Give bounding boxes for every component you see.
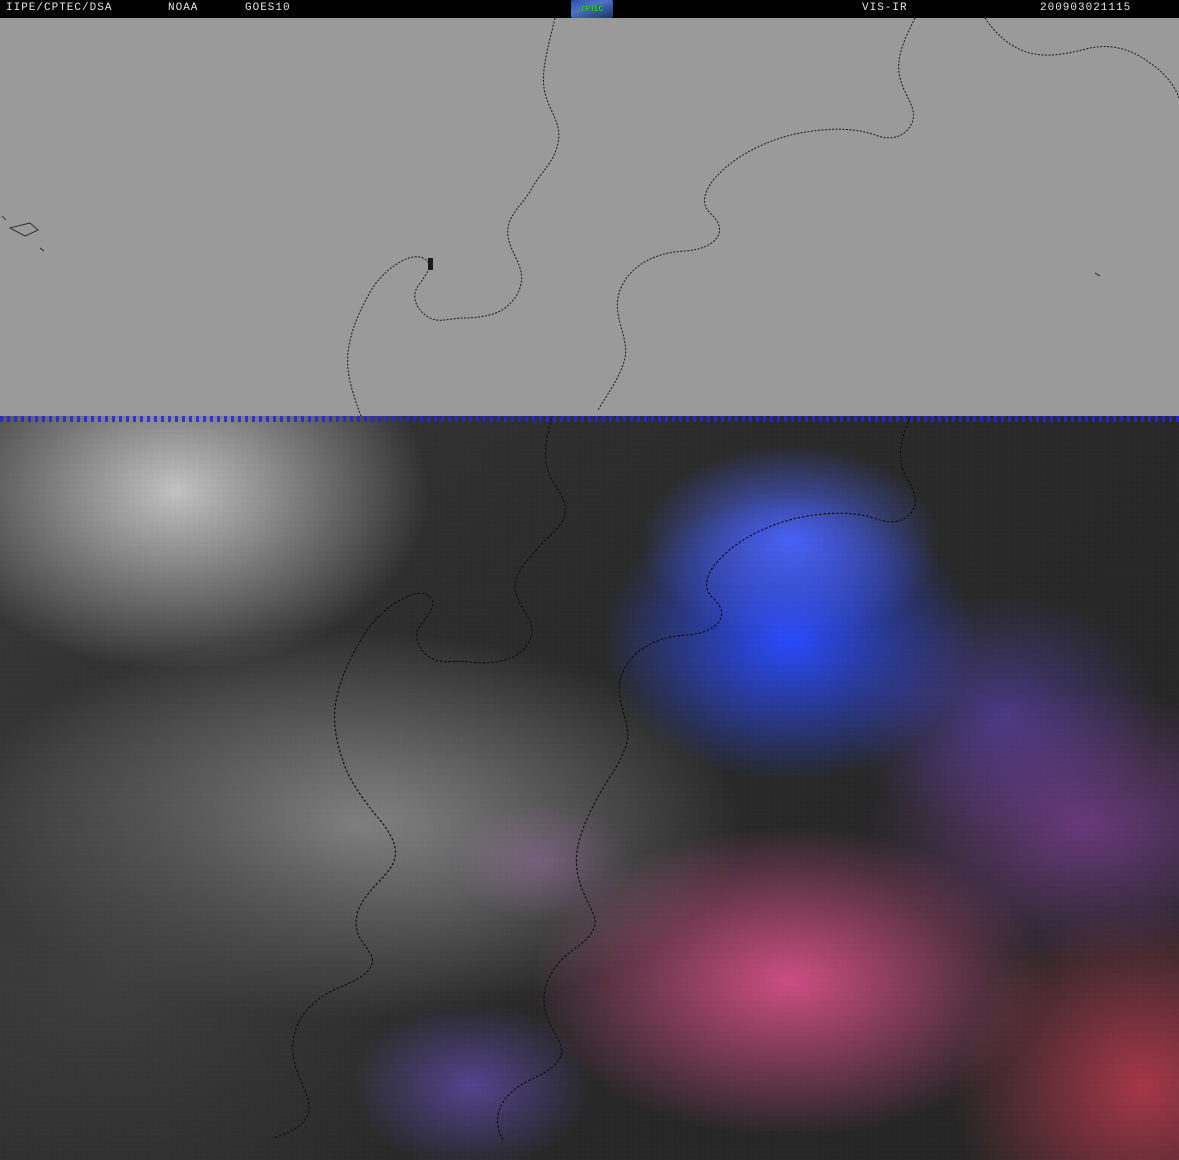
- country-border-lines: [0, 18, 1179, 416]
- header-bar: IIPE/CPTEC/DSA NOAA GOES10 CPTEC VIS-IR …: [0, 0, 1179, 18]
- map-placeholder-panel: [0, 18, 1179, 416]
- satellite-imagery-panel[interactable]: [0, 416, 1179, 1160]
- satellite-country-border-overlay: [0, 416, 1179, 1160]
- cptec-logo: CPTEC: [571, 0, 613, 18]
- timestamp-label: 200903021115: [1040, 2, 1131, 14]
- noaa-label: NOAA: [168, 2, 198, 14]
- cptec-logo-text: CPTEC: [581, 5, 603, 14]
- satellite-label: GOES10: [245, 2, 291, 14]
- source-label: IIPE/CPTEC/DSA: [6, 2, 112, 14]
- satellite-image-viewer: IIPE/CPTEC/DSA NOAA GOES10 CPTEC VIS-IR …: [0, 0, 1179, 1160]
- product-label: VIS-IR: [862, 2, 908, 14]
